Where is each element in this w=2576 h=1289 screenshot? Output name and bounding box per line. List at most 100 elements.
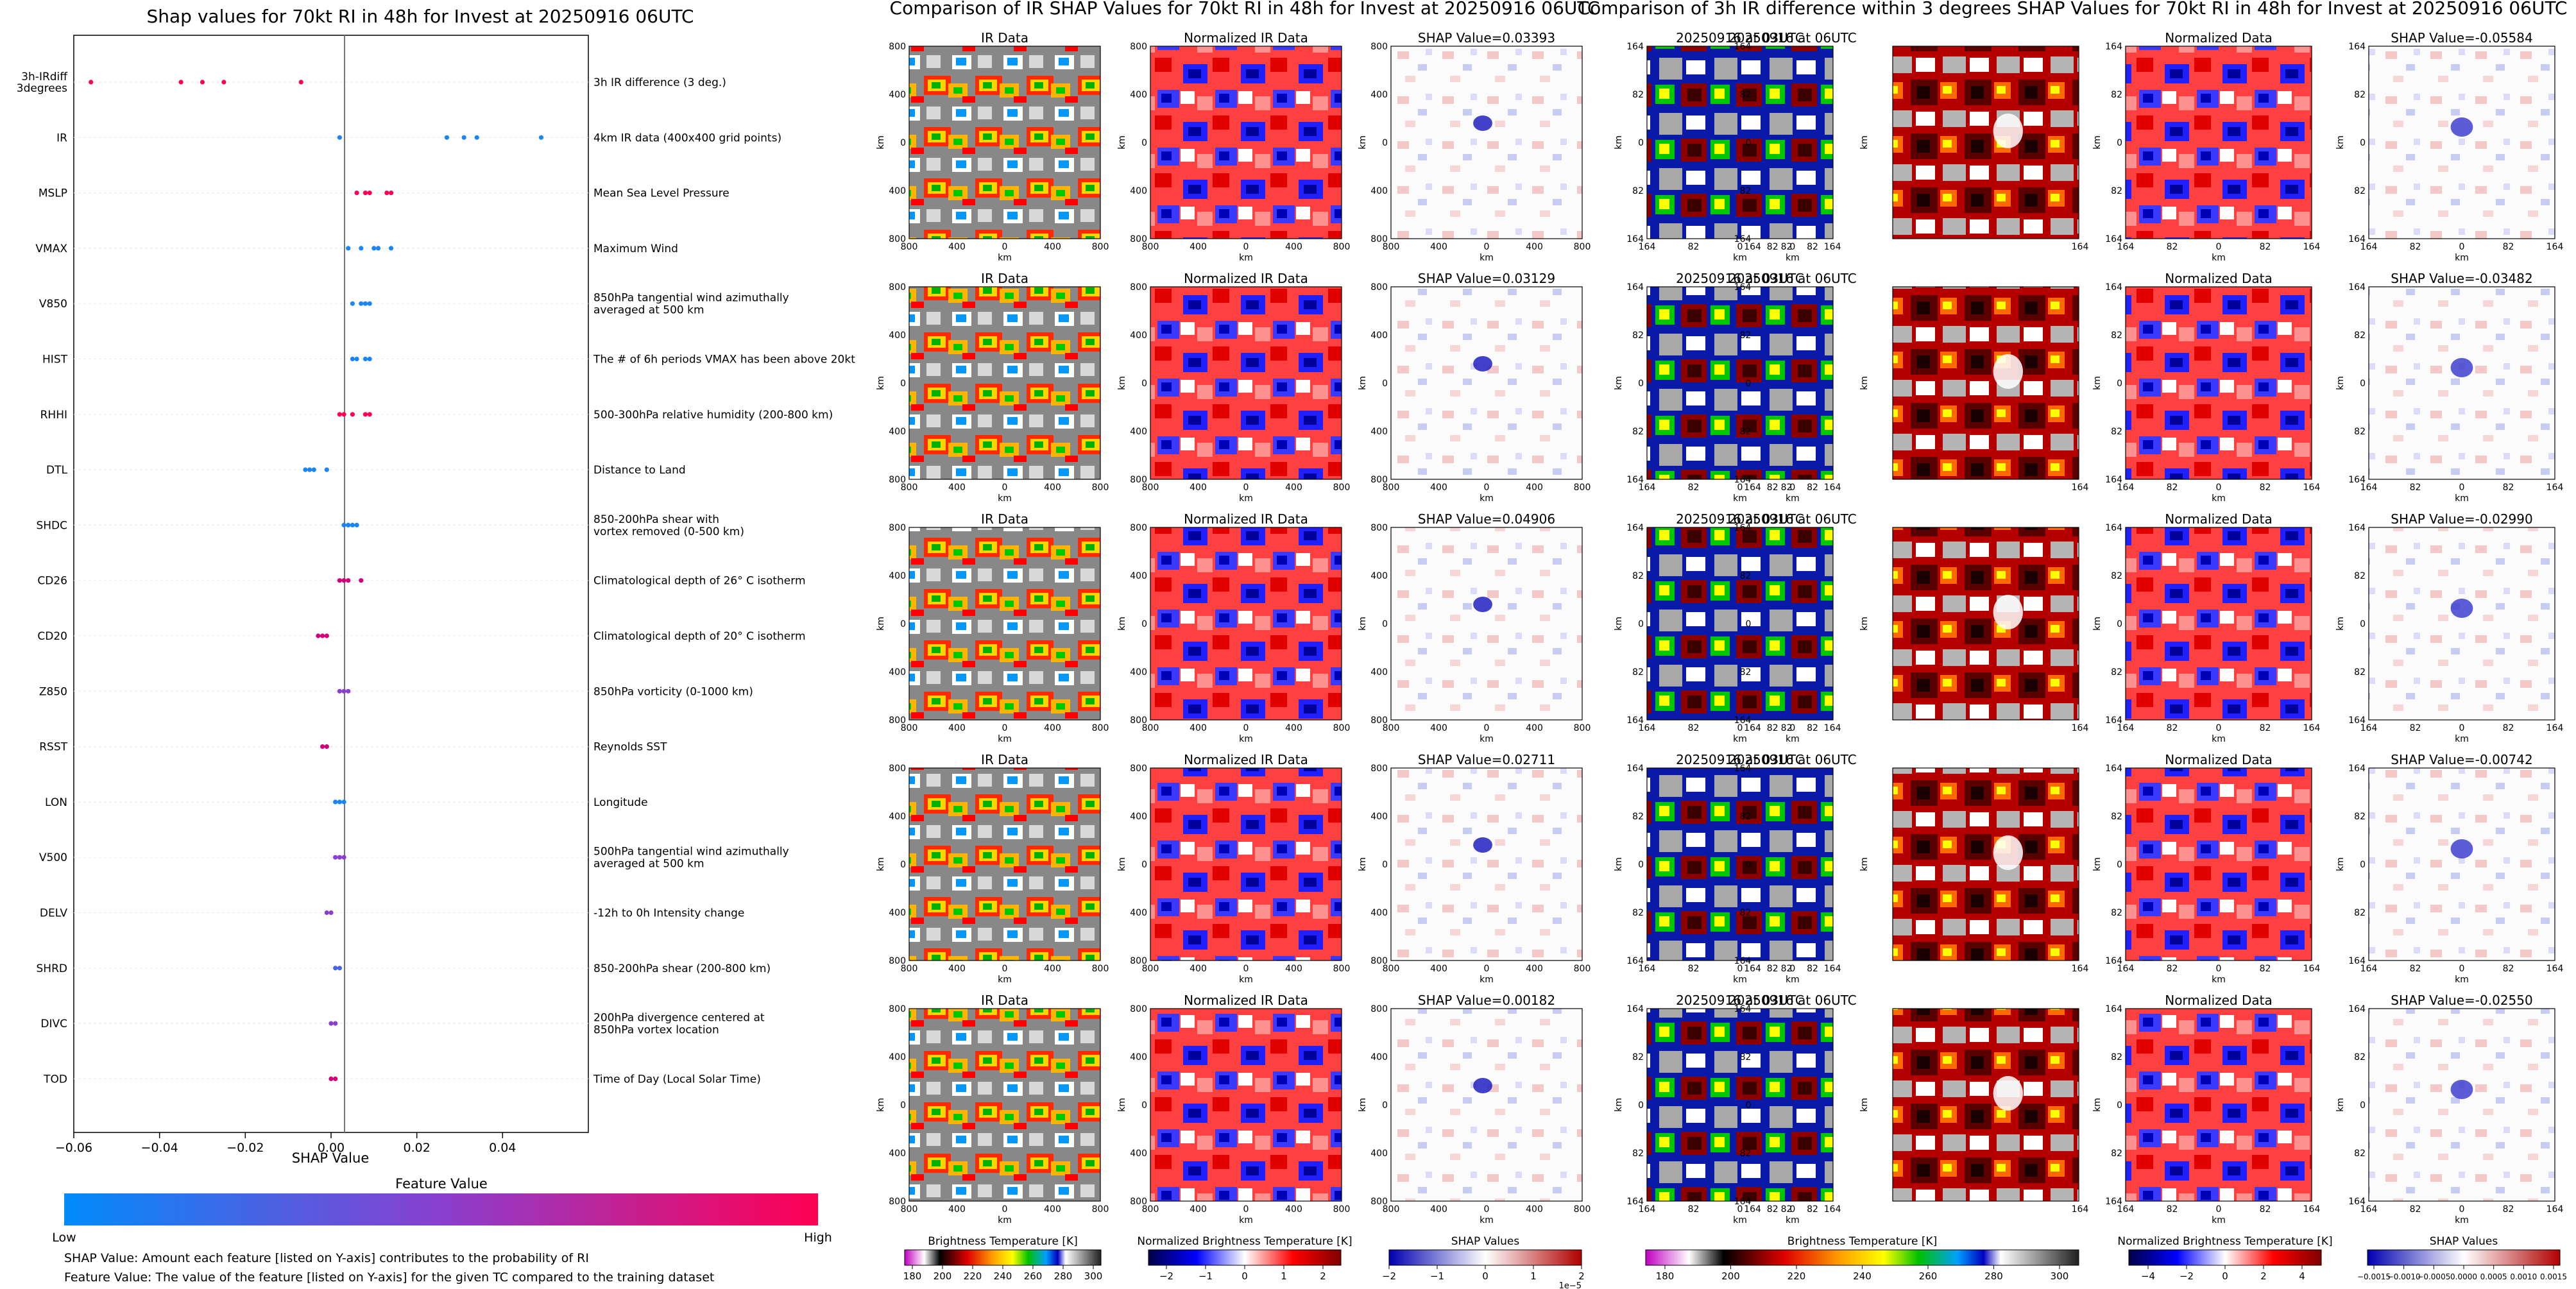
y-axis-label: km xyxy=(1358,376,1368,390)
feature-long-label-line: Reynolds SST xyxy=(593,741,667,754)
x-axis-label: km xyxy=(1733,975,1747,985)
x-axis-label: km xyxy=(2455,493,2469,504)
y-tick-label: 82 xyxy=(1632,427,1644,437)
x-tick-label: 164 xyxy=(2303,723,2321,733)
panel-title: Normalized Data xyxy=(2165,752,2273,767)
x-tick-label: 82 xyxy=(2410,723,2421,733)
y-tick-label: 164 xyxy=(2105,42,2122,52)
x-tick-label: 400 xyxy=(1190,242,1207,252)
feature-long-label-line: Climatological depth of 20° C isotherm xyxy=(593,630,806,643)
colorbar-tick-label: 180 xyxy=(903,1270,922,1282)
feature-short-label: MSLP xyxy=(38,187,67,200)
feature-long-label: The # of 6h periods VMAX has been above … xyxy=(593,354,855,366)
y-tick-label: 164 xyxy=(1734,1004,1752,1014)
y-tick-label: 400 xyxy=(1130,1148,1147,1159)
x-tick-label: 400 xyxy=(1285,964,1302,974)
x-tick-label: 164 xyxy=(1639,242,1656,252)
x-tick-label: 82 xyxy=(2503,1204,2514,1215)
y-tick-label: 0 xyxy=(900,379,906,389)
y-tick-label: 164 xyxy=(2348,764,2366,774)
y-tick-label: 82 xyxy=(2111,908,2122,918)
y-tick-label: 800 xyxy=(1130,475,1147,485)
y-tick-label: 800 xyxy=(1370,523,1388,533)
x-tick-label: 164 xyxy=(2303,242,2321,252)
heatmap-panel xyxy=(1892,46,2079,239)
feature-short-label: DTL xyxy=(46,464,67,477)
x-tick-label: 82 xyxy=(1688,482,1700,493)
colorbar-tick-label: 0.0010 xyxy=(2510,1272,2537,1281)
x-tick-label: 0 xyxy=(1243,482,1249,493)
y-tick-label: 400 xyxy=(1370,186,1388,196)
feature-long-label-line: 850-200hPa shear (200-800 km) xyxy=(593,962,771,975)
y-tick-label: 400 xyxy=(1130,812,1147,822)
feature-long-label: Reynolds SST xyxy=(593,741,667,754)
shap-point xyxy=(375,246,381,251)
y-tick-label: 800 xyxy=(889,42,906,52)
heatmap-panel xyxy=(1646,1008,1834,1202)
y-tick-label: 82 xyxy=(1740,1052,1752,1063)
shap-point xyxy=(324,910,329,916)
shap-point xyxy=(324,467,329,472)
shap-point xyxy=(324,744,329,749)
colorbar-tick-label: 200 xyxy=(934,1270,952,1282)
y-tick-label: 0 xyxy=(900,138,906,148)
y-tick-label: 800 xyxy=(1130,1004,1147,1014)
x-tick-label: 0.02 xyxy=(404,1141,431,1155)
heatmap-panel xyxy=(1390,527,1583,721)
y-tick-label: 164 xyxy=(2105,282,2122,293)
feature-short-label-line: V500 xyxy=(39,851,67,864)
x-tick-label: 164 xyxy=(2072,482,2089,493)
y-tick-label: 800 xyxy=(889,764,906,774)
x-tick-label: −0.02 xyxy=(226,1141,264,1155)
y-tick-label: 164 xyxy=(1734,523,1752,533)
x-tick-label: 0 xyxy=(1484,723,1490,733)
panel-title: SHAP Value=-0.05584 xyxy=(2391,30,2532,46)
y-tick-label: 800 xyxy=(889,234,906,244)
x-tick-label: 82 xyxy=(2260,482,2271,493)
y-tick-label: 82 xyxy=(1740,90,1752,100)
shap-point xyxy=(303,467,308,472)
shap-point xyxy=(328,1076,334,1081)
y-axis-label: km xyxy=(1859,1098,1870,1112)
shap-point xyxy=(363,301,368,306)
y-tick-label: 400 xyxy=(889,427,906,437)
heatmap-panel xyxy=(1150,1008,1342,1202)
panel-title: Normalized IR Data xyxy=(1184,30,1308,46)
x-tick-label: 0 xyxy=(1484,1204,1490,1215)
y-axis-label: km xyxy=(1117,1098,1127,1112)
x-tick-label: 400 xyxy=(1285,242,1302,252)
shap-x-ticks: −0.06 −0.04 −0.02 0.00 0.02 0.04 xyxy=(55,1132,516,1155)
x-tick-label: 82 xyxy=(1767,964,1778,974)
colorbar-tick-label: 280 xyxy=(1054,1270,1073,1282)
x-axis-label: km xyxy=(1733,493,1747,504)
y-tick-label: 164 xyxy=(1626,715,1644,726)
x-tick-label: 0 xyxy=(1737,964,1743,974)
panel-feature xyxy=(1993,114,2023,148)
feature-short-label-line: HIST xyxy=(42,354,68,366)
y-tick-label: 400 xyxy=(1130,186,1147,196)
panel-title: Normalized Data xyxy=(2165,511,2273,527)
x-tick-label: 82 xyxy=(1688,242,1700,252)
colorbar xyxy=(1148,1249,1342,1266)
y-tick-label: 0 xyxy=(1638,1100,1644,1111)
panel-feature xyxy=(2450,1080,2473,1099)
y-axis-label: km xyxy=(2335,376,2346,390)
shap-point xyxy=(359,246,364,251)
x-tick-label: 0 xyxy=(1484,482,1490,493)
shap-point xyxy=(367,356,372,362)
irdiff-shap-comparison: Comparison of 3h IR difference within 3 … xyxy=(1578,0,2568,1282)
y-tick-label: 0 xyxy=(2117,379,2122,389)
shap-point xyxy=(221,80,226,85)
x-tick-label: 164 xyxy=(1639,1204,1656,1215)
panel-title: 20250916 at 03UTC xyxy=(1676,511,1804,527)
x-tick-label: 0 xyxy=(1789,482,1795,493)
y-tick-label: 400 xyxy=(889,571,906,581)
feature-short-label: LON xyxy=(45,796,67,809)
y-tick-label: 164 xyxy=(2348,523,2366,533)
colorbar-label: Normalized Brightness Temperature [K] xyxy=(2117,1235,2332,1248)
x-tick-label: 82 xyxy=(2167,964,2178,974)
x-axis-label: km xyxy=(2212,1215,2226,1225)
y-axis-label: km xyxy=(1358,135,1368,149)
y-tick-label: 164 xyxy=(2348,1004,2366,1014)
colorbar-label: SHAP Values xyxy=(1451,1235,1520,1248)
